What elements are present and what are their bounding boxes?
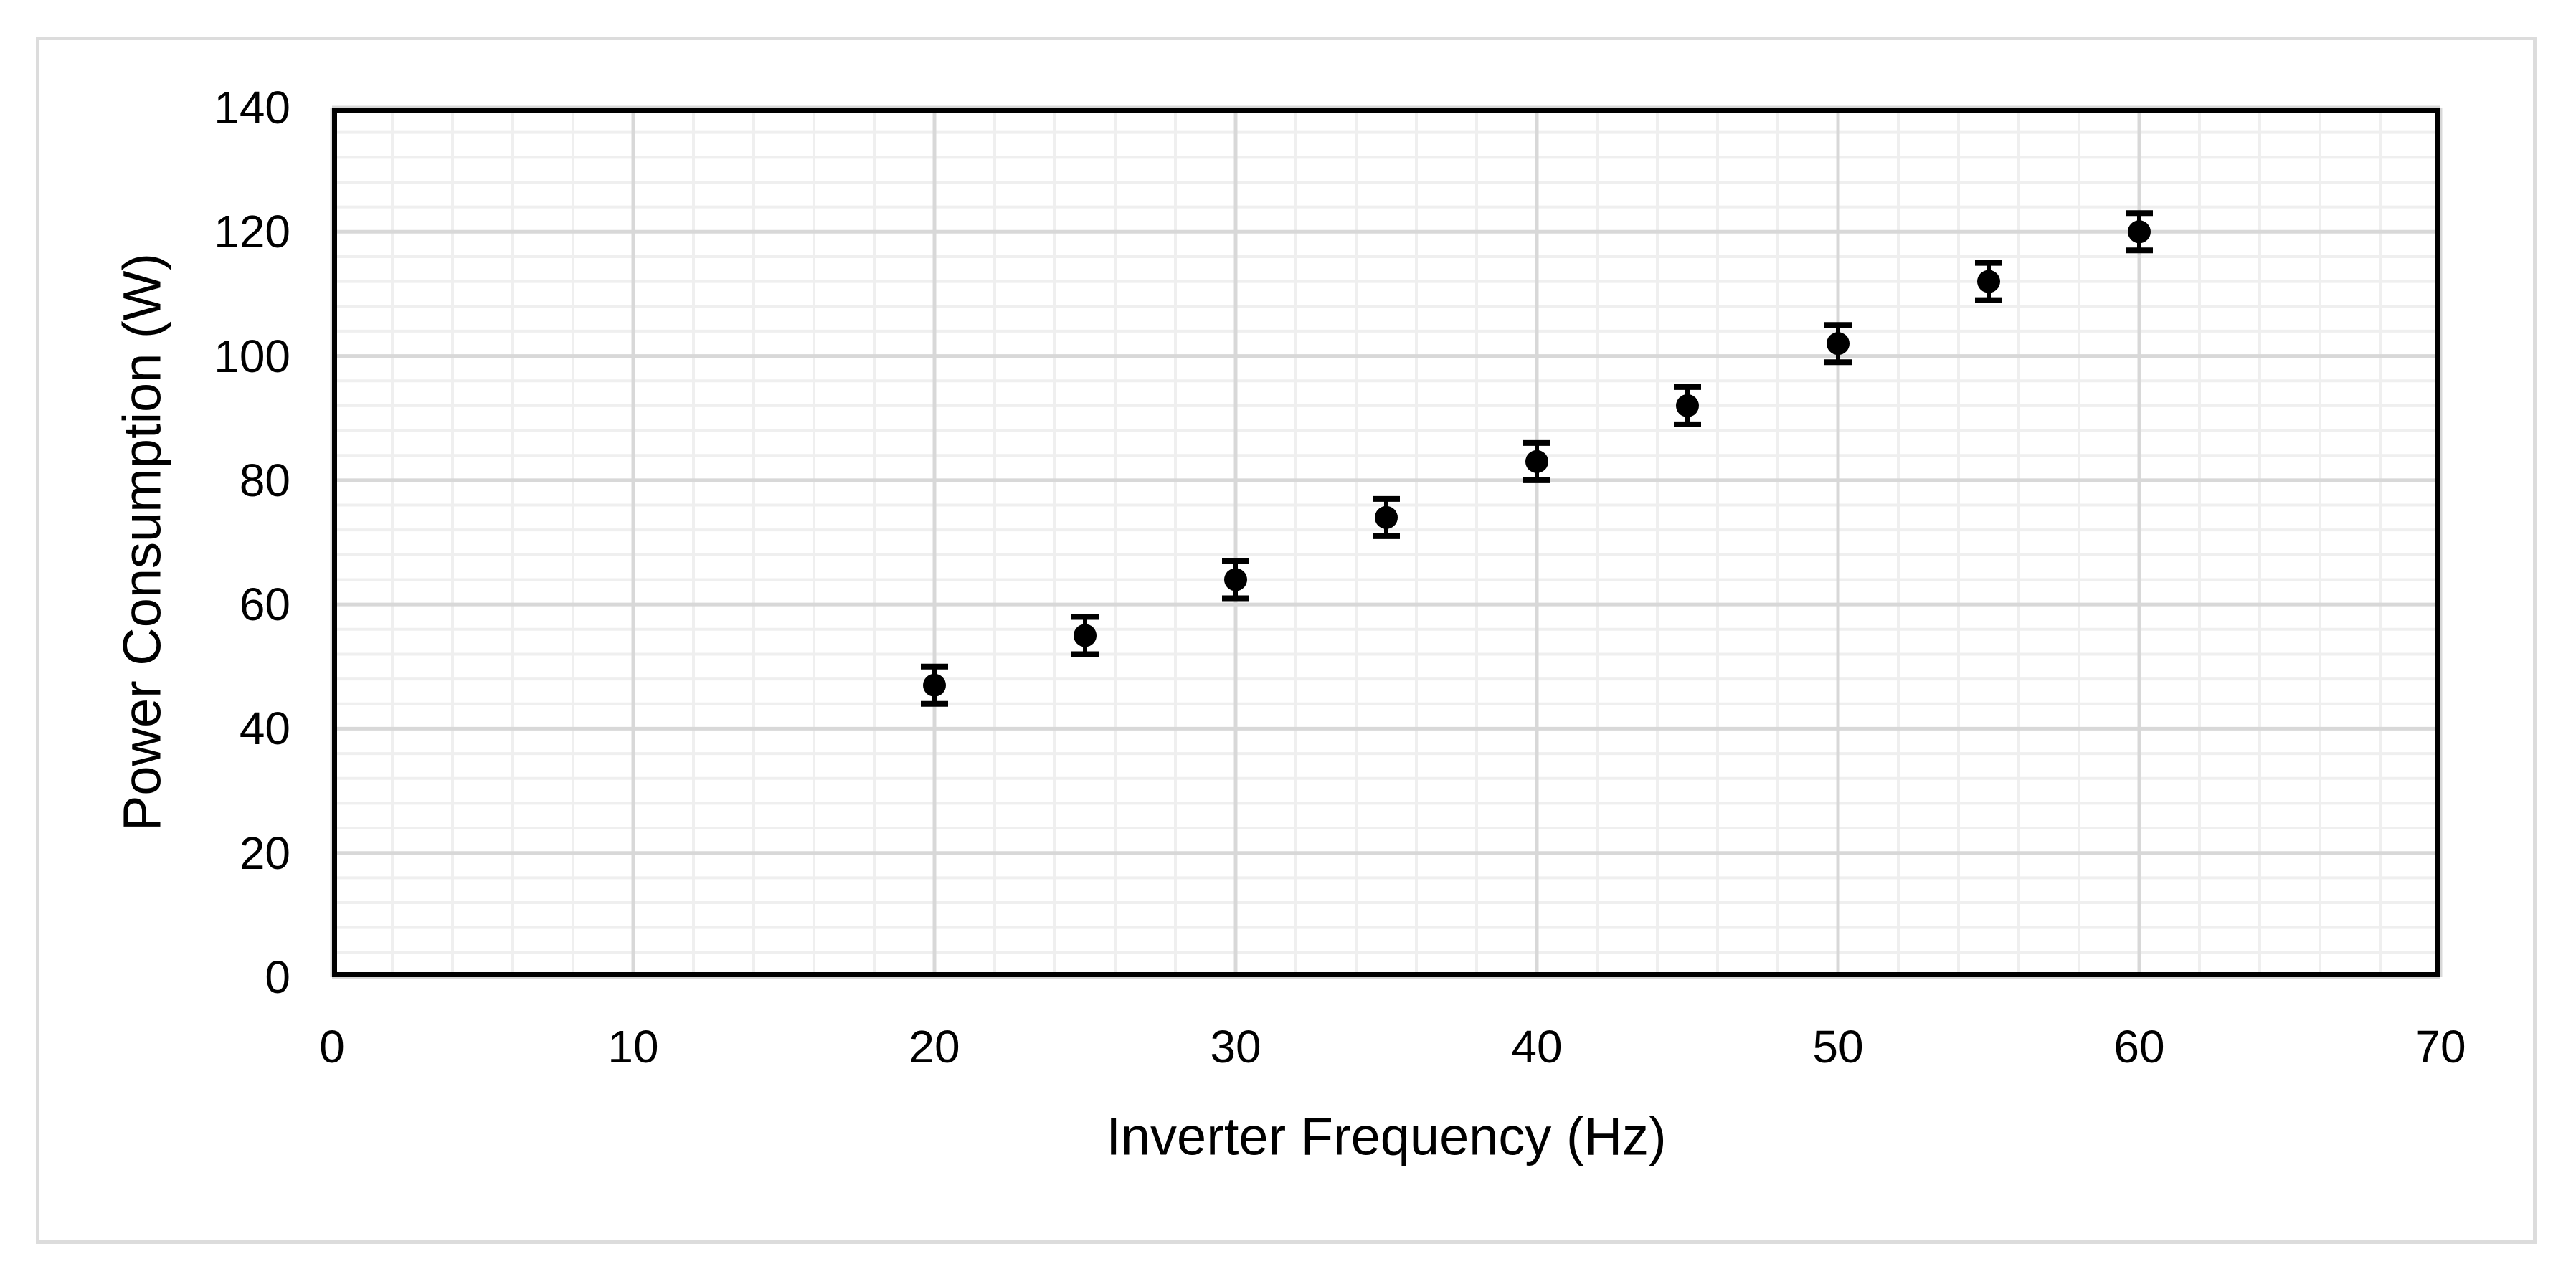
y-tick-label: 80: [239, 454, 290, 506]
x-tick-label: 10: [607, 1021, 659, 1073]
plot-frame: [332, 108, 2440, 977]
y-tick-label: 140: [214, 82, 290, 133]
y-tick-label: 40: [239, 703, 290, 755]
x-tick-label: 70: [2415, 1021, 2466, 1073]
x-tick-label: 60: [2113, 1021, 2165, 1073]
y-axis-title: Power Consumption (W): [112, 252, 172, 832]
x-tick-label: 20: [909, 1021, 960, 1073]
data-point: [2128, 220, 2151, 244]
plot-area: [330, 105, 2443, 979]
y-tick-label: 120: [214, 206, 290, 258]
data-point: [1977, 270, 2000, 293]
y-tick-label: 20: [239, 827, 290, 879]
x-tick-label: 30: [1210, 1021, 1261, 1073]
data-point: [1525, 450, 1548, 473]
data-point: [1224, 568, 1247, 591]
x-tick-label: 50: [1812, 1021, 1864, 1073]
x-tick-label: 0: [319, 1021, 345, 1073]
y-tick-label: 0: [265, 951, 290, 1003]
data-point: [1375, 505, 1398, 529]
data-point: [1827, 332, 1850, 356]
data-point: [923, 673, 946, 697]
x-axis-title: Inverter Frequency (Hz): [1106, 1106, 1667, 1166]
y-tick-label: 60: [239, 579, 290, 631]
y-tick-label: 100: [214, 330, 290, 382]
x-tick-label: 40: [1511, 1021, 1563, 1073]
data-point: [1074, 624, 1097, 647]
data-point: [1676, 394, 1699, 417]
